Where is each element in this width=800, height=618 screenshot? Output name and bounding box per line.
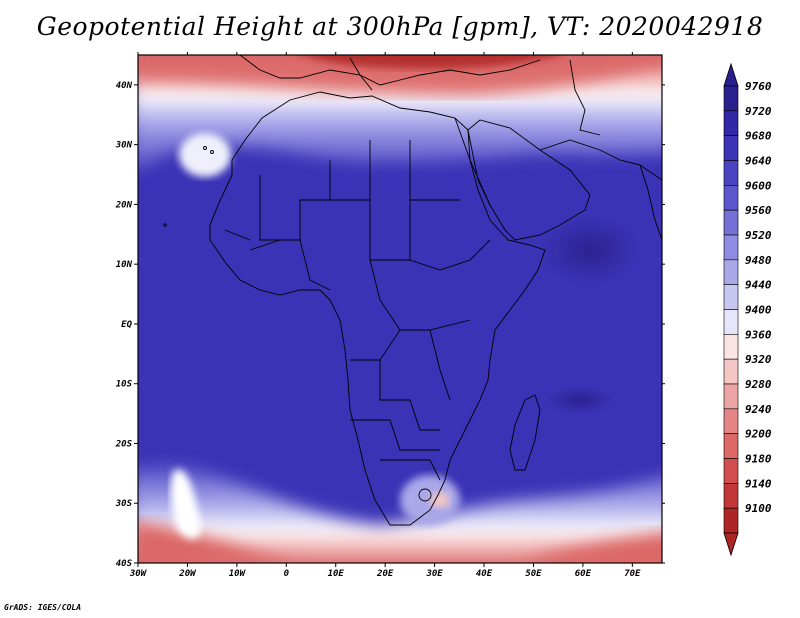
colorbar-label: 9280 [745, 378, 772, 391]
colorbar-swatch [723, 383, 739, 410]
lat-tick-label: 30N [115, 141, 133, 151]
height-field [138, 55, 662, 563]
colorbar-label: 9180 [745, 453, 772, 466]
colorbar: 9760 9720 9680 9640 9600 9560 9520 9480 9440 9400… [723, 62, 772, 557]
lon-tick-label: 30E [425, 569, 443, 579]
colorbar-swatch [723, 334, 739, 360]
lon-tick-label: 0 [284, 569, 290, 579]
colorbar-swatch [723, 209, 739, 236]
colorbar-swatch [723, 110, 739, 136]
lat-tick-label: 20N [115, 200, 133, 210]
lon-tick-label: 20W [178, 569, 197, 579]
map-title: Geopotential Height at 300hPa [gpm], VT:… [36, 12, 764, 41]
colorbar-label: 9320 [745, 353, 772, 366]
lon-tick-label: 70E [624, 569, 641, 579]
lon-tick-label: 50E [525, 569, 542, 579]
lat-tick-label: 40S [116, 559, 133, 569]
colorbar-swatch [723, 507, 739, 534]
colorbar-swatch [723, 483, 739, 509]
lat-tick-label: 10N [116, 260, 133, 270]
lon-tick-label: 20E [376, 569, 394, 579]
colorbar-swatch [723, 234, 739, 261]
colorbar-swatch [723, 85, 739, 112]
colorbar-label: 9640 [745, 155, 772, 168]
map-frame [137, 54, 663, 564]
colorbar-label: 9560 [745, 204, 772, 217]
colorbar-bottom-arrow [723, 532, 739, 557]
lat-tick-label: 40N [116, 81, 133, 91]
lat-tick-label: 20S [115, 439, 133, 449]
colorbar-label: 9440 [745, 279, 772, 292]
colorbar-label: 9200 [745, 428, 772, 441]
colorbar-label: 9400 [745, 304, 772, 317]
colorbar-label: 9720 [745, 105, 772, 118]
lat-tick-label: 10S [116, 380, 133, 390]
lon-tick-label: 30W [129, 569, 148, 579]
colorbar-swatch [723, 160, 739, 186]
colorbar-swatch [723, 185, 739, 211]
colorbar-label: 9680 [745, 130, 772, 143]
lon-tick-label: 60E [575, 569, 592, 579]
colorbar-label: 9100 [745, 502, 772, 515]
colorbar-swatch [723, 358, 739, 385]
colorbar-swatch [723, 284, 739, 310]
colorbar-label: 9140 [745, 477, 772, 490]
colorbar-label: 9520 [745, 229, 772, 242]
lon-tick-label: 10E [328, 569, 345, 579]
colorbar-label: 9360 [745, 328, 772, 341]
colorbar-swatch [723, 259, 739, 285]
coastlines [163, 55, 662, 526]
lat-tick-label: 30S [115, 499, 133, 509]
colorbar-top-arrow [723, 62, 739, 87]
colorbar-swatch [723, 408, 739, 434]
colorbar-swatch [723, 309, 739, 335]
colorbar-swatch [723, 458, 739, 484]
colorbar-label: 9760 [745, 80, 772, 93]
lon-tick-label: 10W [229, 569, 247, 579]
colorbar-swatch [723, 135, 739, 161]
lat-tick-label: EQ [121, 320, 132, 330]
colorbar-label: 9600 [745, 179, 772, 192]
colorbar-label: 9240 [745, 403, 772, 416]
credit-label: GrADS: IGES/COLA [4, 603, 82, 612]
colorbar-swatch [723, 433, 739, 459]
axis-ticks: 30W 20W 10W 0 10E 20E 30E 40E 50E 60E 70E 40N 30N 20N… [115, 52, 665, 579]
lon-tick-label: 40E [476, 569, 493, 579]
colorbar-label: 9480 [745, 254, 772, 267]
